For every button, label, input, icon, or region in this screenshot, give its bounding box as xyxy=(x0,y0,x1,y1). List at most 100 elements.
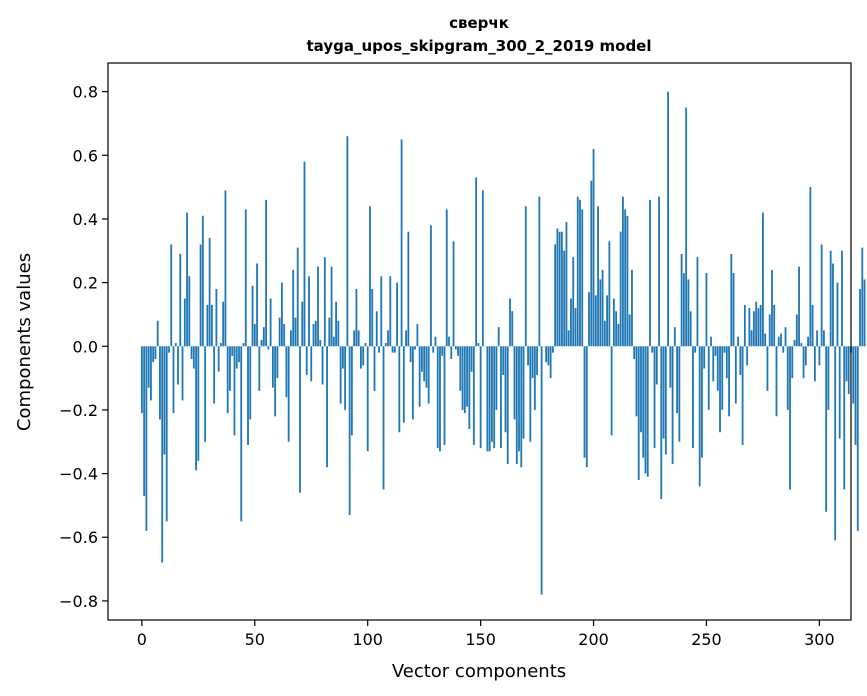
bar-84 xyxy=(330,266,333,347)
bar-48 xyxy=(249,346,252,420)
bar-226 xyxy=(651,346,654,353)
bar-124 xyxy=(421,346,423,372)
bar-36 xyxy=(222,301,225,347)
bar-98 xyxy=(362,346,365,366)
y-tick-label: −0.6 xyxy=(59,528,98,547)
bar-270 xyxy=(750,330,753,347)
bar-86 xyxy=(335,301,337,347)
bar-297 xyxy=(811,304,814,347)
bar-272 xyxy=(755,301,758,347)
bar-123 xyxy=(418,346,421,407)
bar-246 xyxy=(696,257,699,347)
bar-145 xyxy=(468,346,471,430)
bar-56 xyxy=(267,346,270,350)
bar-190 xyxy=(570,298,572,347)
bar-55 xyxy=(265,199,267,347)
bar-8 xyxy=(159,346,161,420)
bar-45 xyxy=(242,343,245,347)
bar-119 xyxy=(409,346,412,363)
y-axis-ticks: −0.8 −0.6 −0.4 −0.2 0.0 0.2 0.4 0.6 0.8 xyxy=(59,83,108,611)
bar-11 xyxy=(165,346,168,522)
bar-292 xyxy=(800,343,803,347)
bar-278 xyxy=(768,314,771,347)
bar-186 xyxy=(561,231,563,347)
bar-225 xyxy=(649,199,651,347)
bar-102 xyxy=(371,288,374,347)
bar-238 xyxy=(678,346,681,442)
bar-90 xyxy=(344,346,347,410)
bar-100 xyxy=(366,346,369,452)
bar-140 xyxy=(457,346,459,356)
bar-33 xyxy=(215,288,218,347)
bar-271 xyxy=(752,311,755,347)
bar-18 xyxy=(181,346,184,401)
bar-31 xyxy=(210,304,213,347)
bar-242 xyxy=(687,279,690,347)
x-axis-ticks: 0 50 100 150 200 250 300 xyxy=(137,620,835,649)
bar-247 xyxy=(698,346,701,487)
bar-174 xyxy=(533,346,536,410)
bar-122 xyxy=(416,323,419,347)
bar-162 xyxy=(506,346,509,465)
bar-215 xyxy=(626,215,629,347)
bar-112 xyxy=(393,346,396,353)
bar-202 xyxy=(597,206,599,347)
bar-197 xyxy=(585,346,588,468)
bar-198 xyxy=(588,292,590,347)
bar-241 xyxy=(685,107,688,347)
bar-204 xyxy=(601,269,604,347)
bar-223 xyxy=(644,346,647,474)
bar-34 xyxy=(217,346,220,372)
bar-1 xyxy=(143,346,146,496)
bar-92 xyxy=(348,346,351,515)
y-tick-label: 0.2 xyxy=(73,274,98,293)
bar-205 xyxy=(603,320,606,347)
bar-309 xyxy=(838,346,841,439)
bar-74 xyxy=(308,276,310,347)
bar-166 xyxy=(515,346,518,465)
bar-80 xyxy=(321,346,324,385)
bar-151 xyxy=(481,190,484,347)
bar-273 xyxy=(757,308,760,347)
bar-105 xyxy=(378,346,380,353)
y-tick-label: −0.8 xyxy=(59,592,98,611)
chart-title: сверчк xyxy=(449,14,509,32)
bar-17 xyxy=(179,253,182,347)
bar-318 xyxy=(859,288,861,347)
bar-85 xyxy=(332,336,335,347)
bar-233 xyxy=(667,91,669,347)
bar-12 xyxy=(168,346,170,353)
bar-265 xyxy=(739,346,742,375)
bar-50 xyxy=(253,323,256,347)
bar-266 xyxy=(741,346,744,445)
bar-218 xyxy=(633,346,636,359)
bar-143 xyxy=(463,346,466,414)
bar-28 xyxy=(204,346,207,442)
bar-196 xyxy=(583,346,586,458)
bar-79 xyxy=(319,339,322,347)
bar-59 xyxy=(274,346,277,417)
bar-106 xyxy=(380,276,383,347)
bar-93 xyxy=(351,346,353,436)
bar-127 xyxy=(427,346,430,404)
bar-158 xyxy=(497,327,500,347)
bar-296 xyxy=(809,187,812,347)
bar-101 xyxy=(369,206,371,347)
bar-163 xyxy=(509,298,511,347)
bar-144 xyxy=(466,346,468,407)
bar-212 xyxy=(619,231,622,347)
bar-257 xyxy=(721,346,724,410)
bar-142 xyxy=(461,346,464,410)
bar-9 xyxy=(161,346,164,563)
bar-253 xyxy=(712,346,715,382)
bar-208 xyxy=(610,346,613,436)
bar-13 xyxy=(170,244,173,347)
bar-165 xyxy=(513,346,516,420)
bar-97 xyxy=(360,346,362,369)
bar-274 xyxy=(759,304,762,347)
bar-185 xyxy=(558,231,561,347)
bar-71 xyxy=(301,301,304,347)
bar-107 xyxy=(382,346,385,490)
x-axis-label: Vector components xyxy=(392,661,566,682)
bar-137 xyxy=(450,346,453,359)
